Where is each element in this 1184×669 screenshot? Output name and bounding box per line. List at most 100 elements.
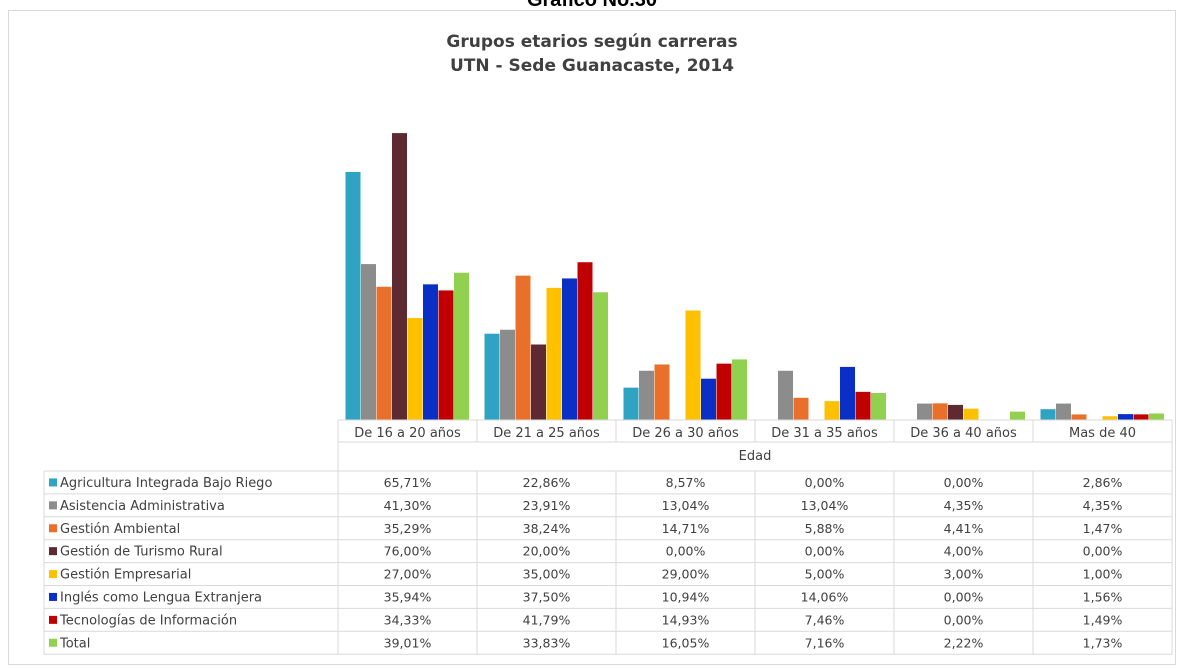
legend-swatch bbox=[49, 592, 57, 601]
data-label: 37,50% bbox=[523, 589, 571, 604]
data-label: 5,88% bbox=[805, 521, 845, 536]
legend-swatch bbox=[49, 524, 57, 533]
bar bbox=[454, 272, 469, 420]
data-label: 0,00% bbox=[944, 589, 984, 604]
bar bbox=[778, 370, 793, 420]
legend-label: Asistencia Administrativa bbox=[60, 499, 225, 514]
bar bbox=[963, 408, 979, 420]
x-axis-label: Edad bbox=[739, 449, 772, 464]
chart-frame bbox=[8, 10, 1176, 665]
bar bbox=[1040, 409, 1056, 420]
x-tick-label: De 36 a 40 años bbox=[910, 426, 1017, 441]
x-tick-label: De 26 a 30 años bbox=[632, 426, 739, 441]
bar bbox=[500, 329, 515, 420]
data-label: 4,35% bbox=[944, 498, 984, 513]
legend-swatch bbox=[49, 501, 57, 510]
bar bbox=[577, 262, 593, 420]
data-label: 4,35% bbox=[1083, 498, 1123, 513]
bar bbox=[685, 310, 701, 420]
bar bbox=[701, 378, 716, 420]
data-label: 0,00% bbox=[666, 544, 706, 559]
bar bbox=[793, 397, 809, 420]
bar bbox=[546, 287, 562, 421]
bar bbox=[361, 264, 376, 420]
data-label: 41,79% bbox=[523, 612, 571, 627]
bar bbox=[732, 359, 747, 420]
data-label: 4,41% bbox=[944, 521, 984, 536]
legend-swatch bbox=[49, 570, 57, 579]
data-label: 13,04% bbox=[801, 498, 849, 513]
bar bbox=[917, 403, 932, 420]
data-label: 13,04% bbox=[662, 498, 710, 513]
bar bbox=[531, 344, 546, 420]
bar bbox=[407, 318, 423, 420]
bar bbox=[1056, 403, 1071, 420]
data-label: 2,22% bbox=[944, 635, 984, 650]
data-label: 1,73% bbox=[1083, 635, 1123, 650]
x-tick-label: Mas de 40 bbox=[1069, 426, 1136, 441]
bar bbox=[423, 284, 438, 420]
legend-label: Total bbox=[59, 636, 90, 651]
data-label: 4,00% bbox=[944, 544, 984, 559]
data-label: 33,83% bbox=[523, 635, 571, 650]
bar bbox=[438, 290, 454, 420]
legend-swatch bbox=[49, 478, 57, 487]
bar bbox=[871, 392, 886, 420]
x-tick-label: De 31 a 35 años bbox=[771, 426, 878, 441]
legend-label: Gestión Ambiental bbox=[60, 522, 180, 537]
bar bbox=[345, 171, 361, 420]
legend-label: Gestión de Turismo Rural bbox=[60, 545, 223, 560]
legend-label: Tecnologías de Información bbox=[59, 613, 237, 628]
bar bbox=[484, 333, 500, 420]
data-label: 2,86% bbox=[1083, 475, 1123, 490]
page-title: Gráfico No.30 bbox=[526, 0, 658, 11]
data-label: 38,24% bbox=[523, 521, 571, 536]
data-label: 65,71% bbox=[384, 475, 432, 490]
data-label: 29,00% bbox=[662, 567, 710, 582]
data-label: 1,00% bbox=[1083, 567, 1123, 582]
bar bbox=[1149, 413, 1164, 420]
bar bbox=[948, 404, 963, 420]
bar bbox=[1102, 416, 1118, 420]
data-label: 35,00% bbox=[523, 567, 571, 582]
legend-swatch bbox=[49, 638, 57, 647]
bar bbox=[1118, 414, 1133, 420]
data-label: 5,00% bbox=[805, 567, 845, 582]
data-label: 0,00% bbox=[944, 475, 984, 490]
data-label: 16,05% bbox=[662, 635, 710, 650]
data-label: 35,94% bbox=[384, 589, 432, 604]
data-label: 0,00% bbox=[1083, 544, 1123, 559]
data-label: 34,33% bbox=[384, 612, 432, 627]
bar bbox=[1071, 414, 1087, 420]
data-label: 23,91% bbox=[523, 498, 571, 513]
chart-subtitle: UTN - Sede Guanacaste, 2014 bbox=[449, 56, 735, 76]
bar bbox=[840, 366, 855, 420]
data-label: 14,93% bbox=[662, 612, 710, 627]
data-label: 0,00% bbox=[805, 475, 845, 490]
bar bbox=[376, 286, 392, 420]
x-tick-label: De 16 a 20 años bbox=[354, 426, 461, 441]
data-label: 1,49% bbox=[1083, 612, 1123, 627]
legend-swatch bbox=[49, 547, 57, 556]
bar bbox=[716, 363, 732, 420]
data-label: 1,47% bbox=[1083, 521, 1123, 536]
bar bbox=[392, 133, 407, 420]
bar bbox=[623, 387, 639, 420]
data-label: 3,00% bbox=[944, 567, 984, 582]
chart-title: Grupos etarios según carreras bbox=[446, 32, 738, 52]
data-label: 39,01% bbox=[384, 635, 432, 650]
data-label: 7,16% bbox=[805, 635, 845, 650]
data-label: 14,06% bbox=[801, 589, 849, 604]
data-label: 20,00% bbox=[523, 544, 571, 559]
bar bbox=[654, 364, 670, 420]
data-label: 41,30% bbox=[384, 498, 432, 513]
data-label: 0,00% bbox=[944, 612, 984, 627]
data-label: 27,00% bbox=[384, 567, 432, 582]
bar bbox=[562, 278, 577, 420]
data-label: 1,56% bbox=[1083, 589, 1123, 604]
data-label: 14,71% bbox=[662, 521, 710, 536]
bar bbox=[1133, 414, 1149, 420]
bar bbox=[855, 391, 871, 420]
data-label: 35,29% bbox=[384, 521, 432, 536]
